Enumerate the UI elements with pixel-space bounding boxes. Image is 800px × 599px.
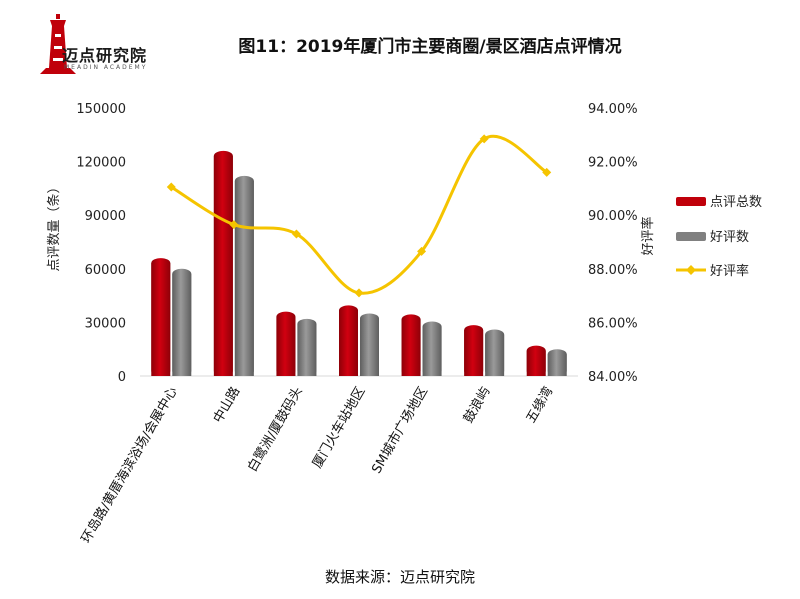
- legend-swatch-rate-marker: [686, 265, 696, 275]
- bar-total-body: [276, 316, 296, 376]
- right-tick-label: 86.00%: [588, 316, 638, 331]
- left-axis-ticks: 150000 120000 90000 60000 30000 0: [76, 102, 126, 385]
- bar-total-body: [213, 155, 233, 376]
- category-label: 白鹭洲/厦鼓码头: [244, 384, 306, 475]
- legend-label: 点评总数: [710, 195, 762, 210]
- bar-good-body: [234, 180, 254, 376]
- left-tick-label: 30000: [85, 316, 126, 331]
- y2-axis-title: 好评率: [640, 216, 656, 255]
- category-label: 中山路: [210, 384, 243, 426]
- rate-point: [354, 288, 364, 298]
- logo-tower-icon: [40, 14, 76, 74]
- left-tick-label: 60000: [85, 263, 126, 278]
- left-tick-label: 150000: [76, 102, 126, 117]
- bar-total-body: [151, 263, 171, 376]
- category-label: 环岛路/黄厝海滨浴场/会展中心: [78, 384, 181, 546]
- bar-good-body: [360, 318, 379, 376]
- bar-series: [151, 150, 567, 376]
- left-tick-label: 120000: [76, 156, 126, 171]
- category-labels: 环岛路/黄厝海滨浴场/会展中心 中山路 白鹭洲/厦鼓码头 厦门火车站地区 SM城市广场地…: [78, 384, 556, 546]
- rate-point: [479, 134, 489, 144]
- bar-total-body: [526, 350, 546, 376]
- category-label: 鼓浪屿: [461, 384, 493, 425]
- category-label: SM城市广场地区: [368, 384, 431, 476]
- y-axis-title: 点评数量（条）: [46, 180, 62, 271]
- bar-good-body: [172, 273, 192, 376]
- right-tick-label: 90.00%: [588, 209, 638, 224]
- rate-point: [417, 246, 427, 256]
- bar-total-body: [339, 310, 358, 376]
- rate-point: [291, 229, 301, 239]
- legend-label: 好评数: [710, 230, 749, 245]
- chart-title: 图11：2019年厦门市主要商圈/景区酒店点评情况: [238, 37, 622, 57]
- left-tick-label: 0: [118, 370, 126, 385]
- rate-point: [229, 220, 239, 230]
- right-tick-label: 94.00%: [588, 102, 638, 117]
- rate-line-series: [166, 134, 552, 298]
- rate-point: [542, 167, 552, 177]
- bar-good-body: [297, 323, 317, 376]
- rate-point: [166, 182, 176, 192]
- right-tick-label: 92.00%: [588, 156, 638, 171]
- right-tick-label: 84.00%: [588, 370, 638, 385]
- bar-good-body: [422, 326, 442, 376]
- bar-good-body: [485, 334, 505, 376]
- bar-total-body: [401, 319, 421, 376]
- legend-label: 好评率: [710, 263, 749, 279]
- right-tick-label: 88.00%: [588, 263, 638, 278]
- logo-subtext: MEADIN ACADEMY: [64, 64, 148, 71]
- legend-swatch-good: [676, 232, 706, 241]
- category-label: 厦门火车站地区: [309, 384, 368, 471]
- logo-text: 迈点研究院: [62, 46, 148, 65]
- bar-good-body: [547, 354, 567, 376]
- data-source-note: 数据来源：迈点研究院: [324, 568, 475, 586]
- left-tick-label: 90000: [85, 209, 126, 224]
- category-label: 五缘湾: [523, 384, 556, 426]
- right-axis-ticks: 94.00% 92.00% 90.00% 88.00% 86.00% 84.00%: [588, 102, 638, 385]
- bar-total-body: [464, 330, 484, 376]
- legend-swatch-total: [676, 197, 706, 206]
